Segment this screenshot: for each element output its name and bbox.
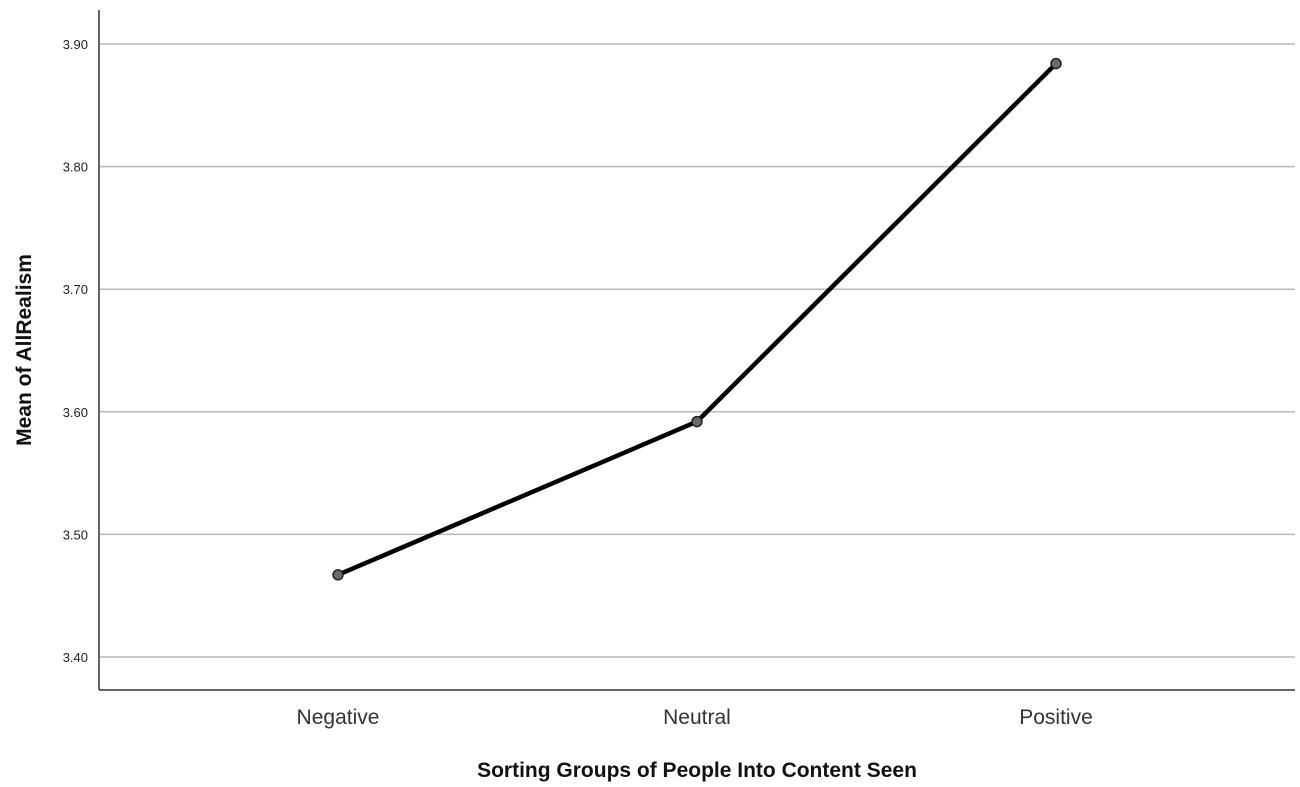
y-tick-label: 3.80 <box>63 160 88 175</box>
y-tick-label: 3.40 <box>63 650 88 665</box>
series-line <box>335 61 1059 578</box>
data-point-positive <box>1050 57 1062 70</box>
x-tick-labels: Negative Neutral Positive <box>297 706 1093 729</box>
x-tick-label: Negative <box>297 706 380 729</box>
y-axis-title: Mean of AllRealism <box>13 254 36 446</box>
y-tick-label: 3.50 <box>63 527 88 542</box>
y-tick-label: 3.70 <box>63 282 88 297</box>
grid-lines <box>99 43 1295 658</box>
data-point-negative <box>332 569 344 581</box>
y-tick-label: 3.60 <box>63 405 88 420</box>
y-tick-label: 3.90 <box>63 37 88 52</box>
x-axis-title: Sorting Groups of People Into Content Se… <box>477 759 917 782</box>
series <box>332 57 1062 581</box>
data-point-neutral <box>691 415 703 428</box>
x-tick-label: Neutral <box>663 706 731 729</box>
y-tick-labels: 3.40 3.50 3.60 3.70 3.80 3.90 <box>63 37 88 665</box>
x-tick-label: Positive <box>1019 706 1093 729</box>
